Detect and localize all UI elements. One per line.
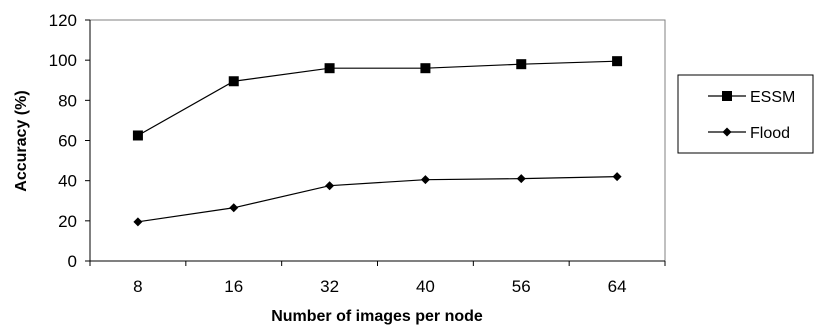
legend-item-essm: ESSM <box>708 89 795 106</box>
x-axis: 8 16 32 40 56 64 <box>89 260 666 296</box>
y-axis-title: Accuracy (%) <box>13 90 30 191</box>
data-point-essm <box>324 63 335 74</box>
x-axis-title: Number of images per node <box>271 308 483 325</box>
y-axis: 0 20 40 60 80 100 120 <box>49 11 91 271</box>
y-tick-label: 60 <box>58 132 77 151</box>
data-point-flood <box>516 174 526 184</box>
data-point-essm <box>420 63 431 74</box>
legend-marker-flood <box>722 127 732 137</box>
series-line-flood <box>137 176 618 223</box>
y-tick-label: 100 <box>49 51 77 70</box>
series-line-essm <box>137 60 618 137</box>
x-tick-label: 8 <box>133 277 142 296</box>
legend-label-flood: Flood <box>750 125 790 142</box>
y-tick-label: 80 <box>58 91 77 110</box>
x-tick-label: 64 <box>608 277 627 296</box>
x-tick-label: 56 <box>512 277 531 296</box>
y-tick-label: 20 <box>58 212 77 231</box>
data-point-essm <box>132 130 143 141</box>
plot-area <box>89 19 666 262</box>
legend-marker-essm <box>722 91 732 101</box>
data-point-flood <box>325 181 335 191</box>
y-tick-label: 120 <box>49 11 77 30</box>
series-layer <box>132 56 623 227</box>
data-point-essm <box>228 76 239 87</box>
data-point-essm <box>516 59 527 70</box>
x-tick-label: 16 <box>224 277 243 296</box>
data-point-essm <box>612 56 623 67</box>
y-tick-label: 40 <box>58 172 77 191</box>
data-point-flood <box>229 203 239 213</box>
legend-item-flood: Flood <box>708 125 790 142</box>
x-tick-label: 32 <box>320 277 339 296</box>
data-point-flood <box>420 175 430 185</box>
series-flood <box>133 172 622 227</box>
data-point-flood <box>133 217 143 227</box>
x-tick-label: 40 <box>416 277 435 296</box>
legend-box <box>677 74 814 154</box>
y-tick-label: 0 <box>68 252 77 271</box>
legend: ESSM Flood <box>677 74 814 154</box>
legend-label-essm: ESSM <box>750 89 795 106</box>
series-essm <box>132 56 623 141</box>
data-point-flood <box>612 172 622 182</box>
